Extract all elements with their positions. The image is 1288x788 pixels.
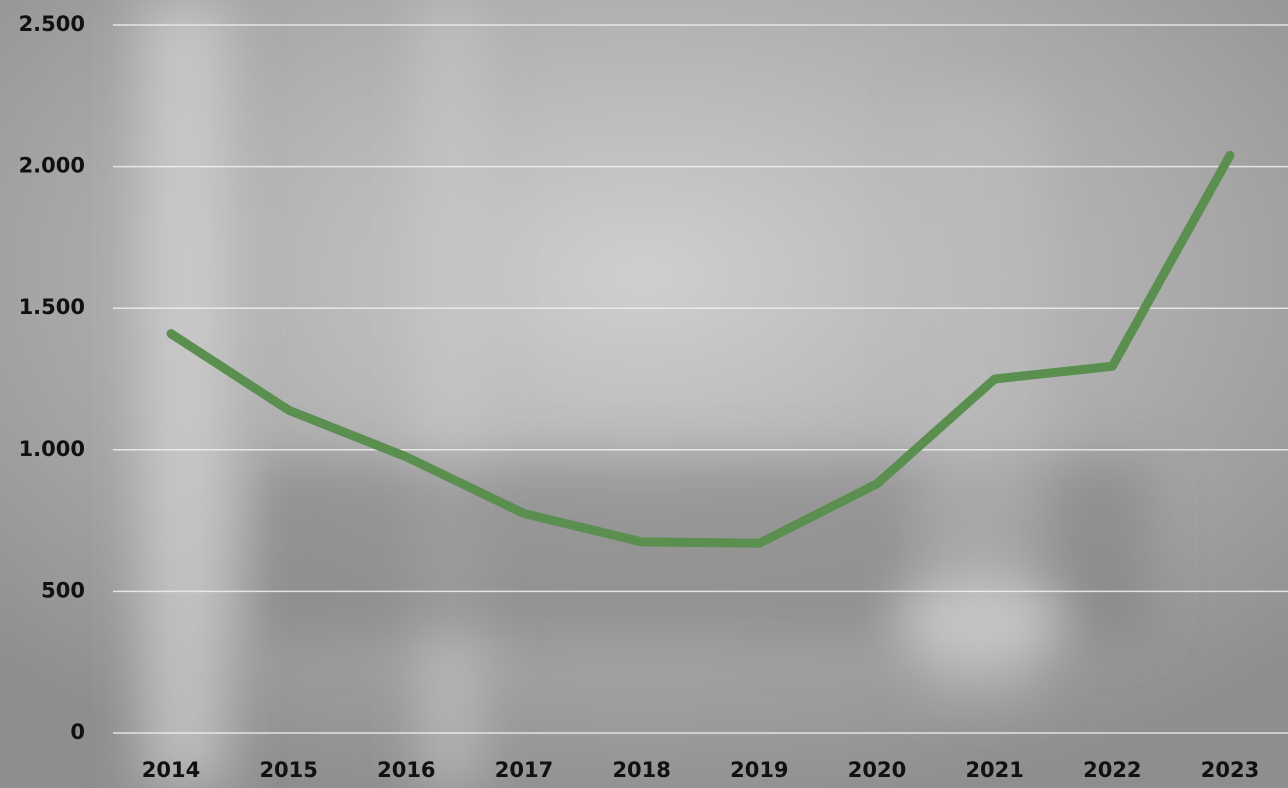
x-tick-label: 2015 (259, 758, 317, 782)
x-tick-label: 2019 (730, 758, 788, 782)
x-tick-label: 2017 (495, 758, 553, 782)
x-tick-label: 2022 (1083, 758, 1141, 782)
x-tick-label: 2023 (1201, 758, 1259, 782)
y-tick-label: 500 (41, 578, 85, 602)
chart: 0 500 1.000 1.500 2.000 2.500 2014 2015 2016 2017… (0, 0, 1288, 788)
x-tick-label: 2021 (965, 758, 1023, 782)
x-tick-label: 2014 (142, 758, 200, 782)
y-tick-label: 2.500 (19, 12, 85, 36)
x-tick-label: 2016 (377, 758, 435, 782)
y-tick-label: 2.000 (19, 154, 85, 178)
x-tick-label: 2018 (612, 758, 670, 782)
y-tick-label: 1.000 (19, 437, 85, 461)
y-tick-label: 1.500 (19, 295, 85, 319)
x-tick-label: 2020 (848, 758, 906, 782)
page: {"chart_data": {"type": "line", "categor… (0, 0, 1288, 788)
y-tick-label: 0 (70, 720, 85, 744)
